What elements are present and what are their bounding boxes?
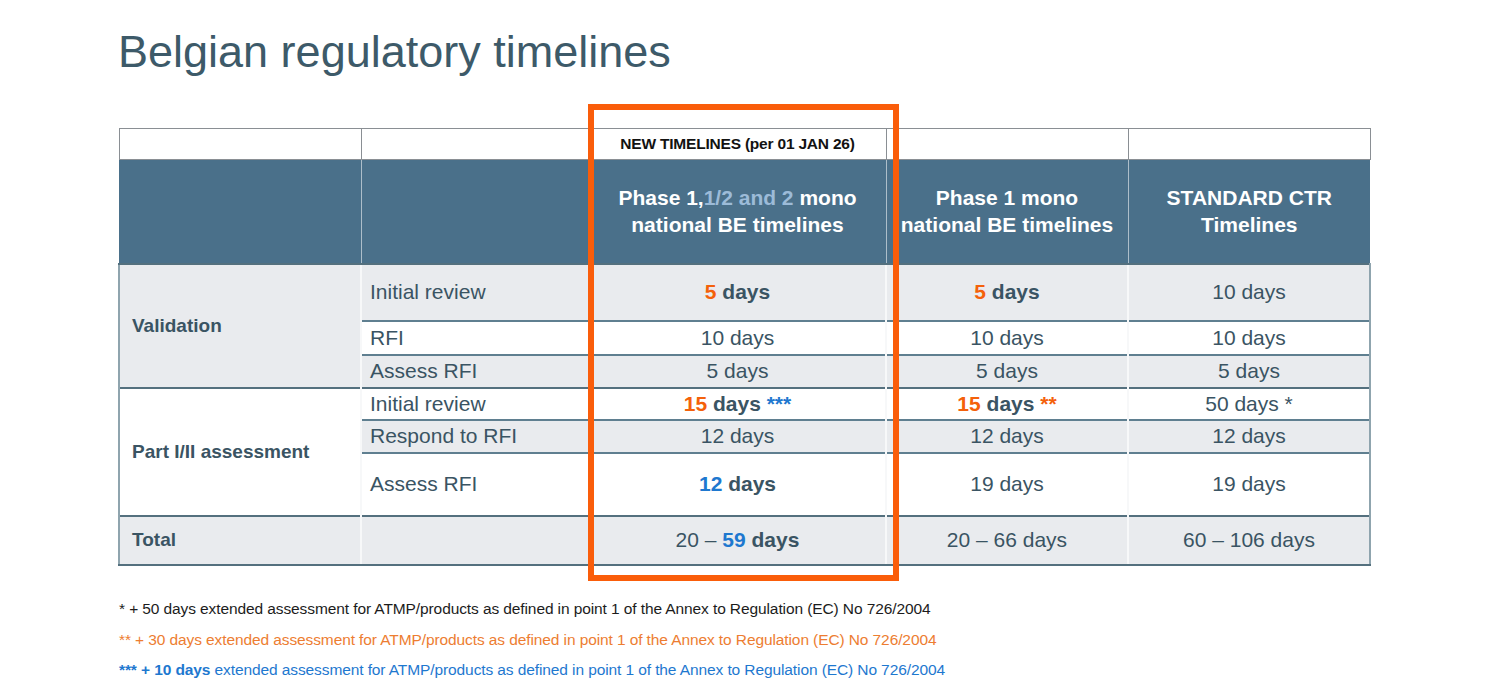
banner-row: NEW TIMELINES (per 01 JAN 26) — [119, 129, 1370, 160]
row-sublabel: Initial review — [361, 388, 589, 420]
value-cell: 50 days * — [1128, 388, 1370, 420]
value-cell: 10 days — [1128, 321, 1370, 355]
value-cell: 12 days — [589, 453, 886, 516]
footnote-phase12: *** + 10 days extended assessment for AT… — [119, 661, 945, 679]
banner-empty-cell — [1128, 129, 1370, 160]
banner-empty-cell — [361, 129, 589, 160]
value-cell: 10 days — [886, 321, 1128, 355]
row-label-total: Total — [119, 516, 361, 565]
value-cell: 12 days — [886, 420, 1128, 453]
banner-empty-cell — [886, 129, 1128, 160]
footnotes: * + 50 days extended assessment for ATMP… — [119, 600, 945, 692]
header-text-white: Phase 1, — [618, 186, 703, 209]
value-cell: 19 days — [1128, 453, 1370, 516]
value-cell: 20 – 59 days — [589, 516, 886, 565]
value-cell: 5 days — [589, 264, 886, 321]
row-label-validation: Validation — [119, 264, 361, 388]
value-cell: 5 days — [589, 355, 886, 388]
row-sublabel: RFI — [361, 321, 589, 355]
column-header-phase1: Phase 1 mono national BE timelines — [886, 160, 1128, 264]
value-cell: 12 days — [589, 420, 886, 453]
value-cell: 5 days — [886, 355, 1128, 388]
row-sublabel: Initial review — [361, 264, 589, 321]
new-timelines-banner: NEW TIMELINES (per 01 JAN 26) — [589, 129, 886, 160]
value-cell: 15 days *** — [589, 388, 886, 420]
value-cell: 15 days ** — [886, 388, 1128, 420]
value-cell: 5 days — [1128, 355, 1370, 388]
value-cell: 12 days — [1128, 420, 1370, 453]
footnote-phase1: ** + 30 days extended assessment for ATM… — [119, 631, 945, 649]
value-cell: 60 – 106 days — [1128, 516, 1370, 565]
table-row: Part I/II assessment Initial review 15 d… — [119, 388, 1370, 420]
page-title: Belgian regulatory timelines — [118, 26, 671, 78]
row-sublabel: Assess RFI — [361, 453, 589, 516]
column-header-standard: STANDARD CTR Timelines — [1128, 160, 1370, 264]
table-row: Validation Initial review 5 days 5 days … — [119, 264, 1370, 321]
row-sublabel: Assess RFI — [361, 355, 589, 388]
header-empty-cell — [119, 160, 361, 264]
empty-cell — [361, 516, 589, 565]
header-row: Phase 1,1/2 and 2 mono national BE timel… — [119, 160, 1370, 264]
footnote-standard: * + 50 days extended assessment for ATMP… — [119, 600, 945, 618]
row-sublabel: Respond to RFI — [361, 420, 589, 453]
column-header-phase12: Phase 1,1/2 and 2 mono national BE timel… — [589, 160, 886, 264]
regulatory-timelines-table: NEW TIMELINES (per 01 JAN 26) Phase 1,1/… — [118, 128, 1371, 566]
value-cell: 20 – 66 days — [886, 516, 1128, 565]
value-cell: 19 days — [886, 453, 1128, 516]
row-label-part-assessment: Part I/II assessment — [119, 388, 361, 516]
total-row: Total 20 – 59 days 20 – 66 days 60 – 106… — [119, 516, 1370, 565]
header-empty-cell — [361, 160, 589, 264]
slide-root: Belgian regulatory timelines NEW TIMELIN… — [0, 0, 1504, 694]
value-cell: 10 days — [1128, 264, 1370, 321]
value-cell: 10 days — [589, 321, 886, 355]
banner-empty-cell — [119, 129, 361, 160]
header-text-lightblue: 1/2 and 2 — [704, 186, 794, 209]
value-cell: 5 days — [886, 264, 1128, 321]
